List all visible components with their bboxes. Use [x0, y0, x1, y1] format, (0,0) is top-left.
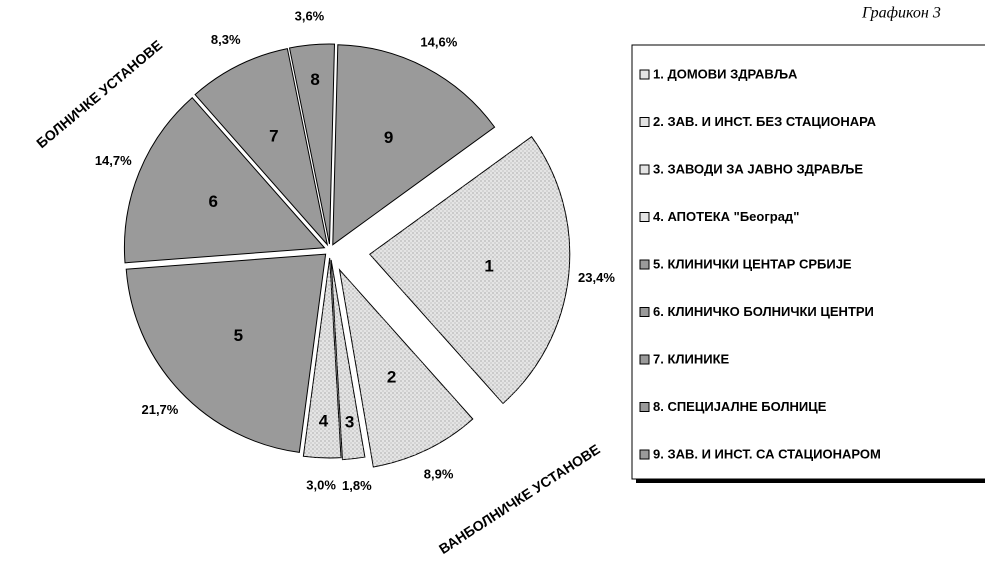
- slice-number: 6: [209, 192, 218, 211]
- slice-number: 8: [310, 70, 319, 89]
- legend-label: 6. КЛИНИЧКО БОЛНИЧКИ ЦЕНТРИ: [653, 304, 874, 319]
- pie-slice: [332, 44, 496, 246]
- legend-label: 2. ЗАВ. И ИНСТ. БЕЗ СТАЦИОНАРА: [653, 114, 877, 129]
- slice-number: 4: [319, 411, 329, 430]
- data-label: 8,9%: [424, 467, 454, 482]
- legend-label: 9. ЗАВ. И ИНСТ. СА СТАЦИОНАРОМ: [653, 446, 881, 461]
- data-label: 14,7%: [95, 153, 132, 168]
- data-label: 23,4%: [578, 270, 615, 285]
- legend-label: 1. ДОМОВИ ЗДРАВЉА: [653, 66, 798, 81]
- legend-swatch: [639, 69, 650, 80]
- pie-slice: [125, 253, 327, 453]
- legend-swatch: [639, 402, 650, 412]
- legend-label: 8. СПЕЦИЈАЛНЕ БОЛНИЦЕ: [653, 399, 827, 414]
- slice-texture: [331, 259, 365, 460]
- legend-swatch: [639, 212, 650, 222]
- pie-slice: [288, 43, 336, 245]
- legend-swatch: [639, 117, 650, 127]
- slice-texture: [339, 269, 473, 467]
- slice-number: 1: [484, 257, 493, 276]
- legend-swatch: [639, 449, 650, 460]
- data-label: 1,8%: [342, 478, 372, 493]
- data-label: 14,6%: [420, 34, 457, 49]
- slice-number: 9: [384, 128, 393, 147]
- annotation: БОЛНИЧКЕ УСТАНОВЕ: [33, 37, 165, 151]
- chart-title: Графикон 3: [861, 5, 941, 22]
- data-label: 8,3%: [211, 32, 241, 47]
- legend-swatch: [639, 307, 650, 317]
- slice-number: 2: [387, 367, 396, 386]
- legend-label: 3. ЗАВОДИ ЗА ЈАВНО ЗДРАВЉЕ: [653, 161, 863, 176]
- slice-number: 7: [269, 127, 278, 146]
- legend-swatch: [639, 354, 650, 365]
- slice-texture: [369, 136, 570, 404]
- legend-label: 4. АПОТЕКА "Београд": [653, 209, 799, 224]
- legend-label: 7. КЛИНИКЕ: [653, 351, 730, 366]
- pie-slice: [194, 48, 329, 247]
- legend-label: 5. КЛИНИЧКИ ЦЕНТАР СРБИЈЕ: [653, 256, 852, 271]
- slice-number: 3: [345, 412, 354, 431]
- data-label: 21,7%: [141, 402, 178, 417]
- legend-swatch: [639, 259, 650, 270]
- data-label: 3,6%: [295, 8, 325, 23]
- pie-slice: [123, 97, 326, 264]
- annotation: ВАНБОЛНИЧКЕ УСТАНОВЕ: [436, 441, 603, 557]
- slice-number: 5: [234, 326, 243, 345]
- data-label: 3,0%: [306, 477, 336, 492]
- legend-swatch: [639, 164, 650, 175]
- legend: [631, 44, 985, 480]
- slice-texture: [303, 257, 342, 458]
